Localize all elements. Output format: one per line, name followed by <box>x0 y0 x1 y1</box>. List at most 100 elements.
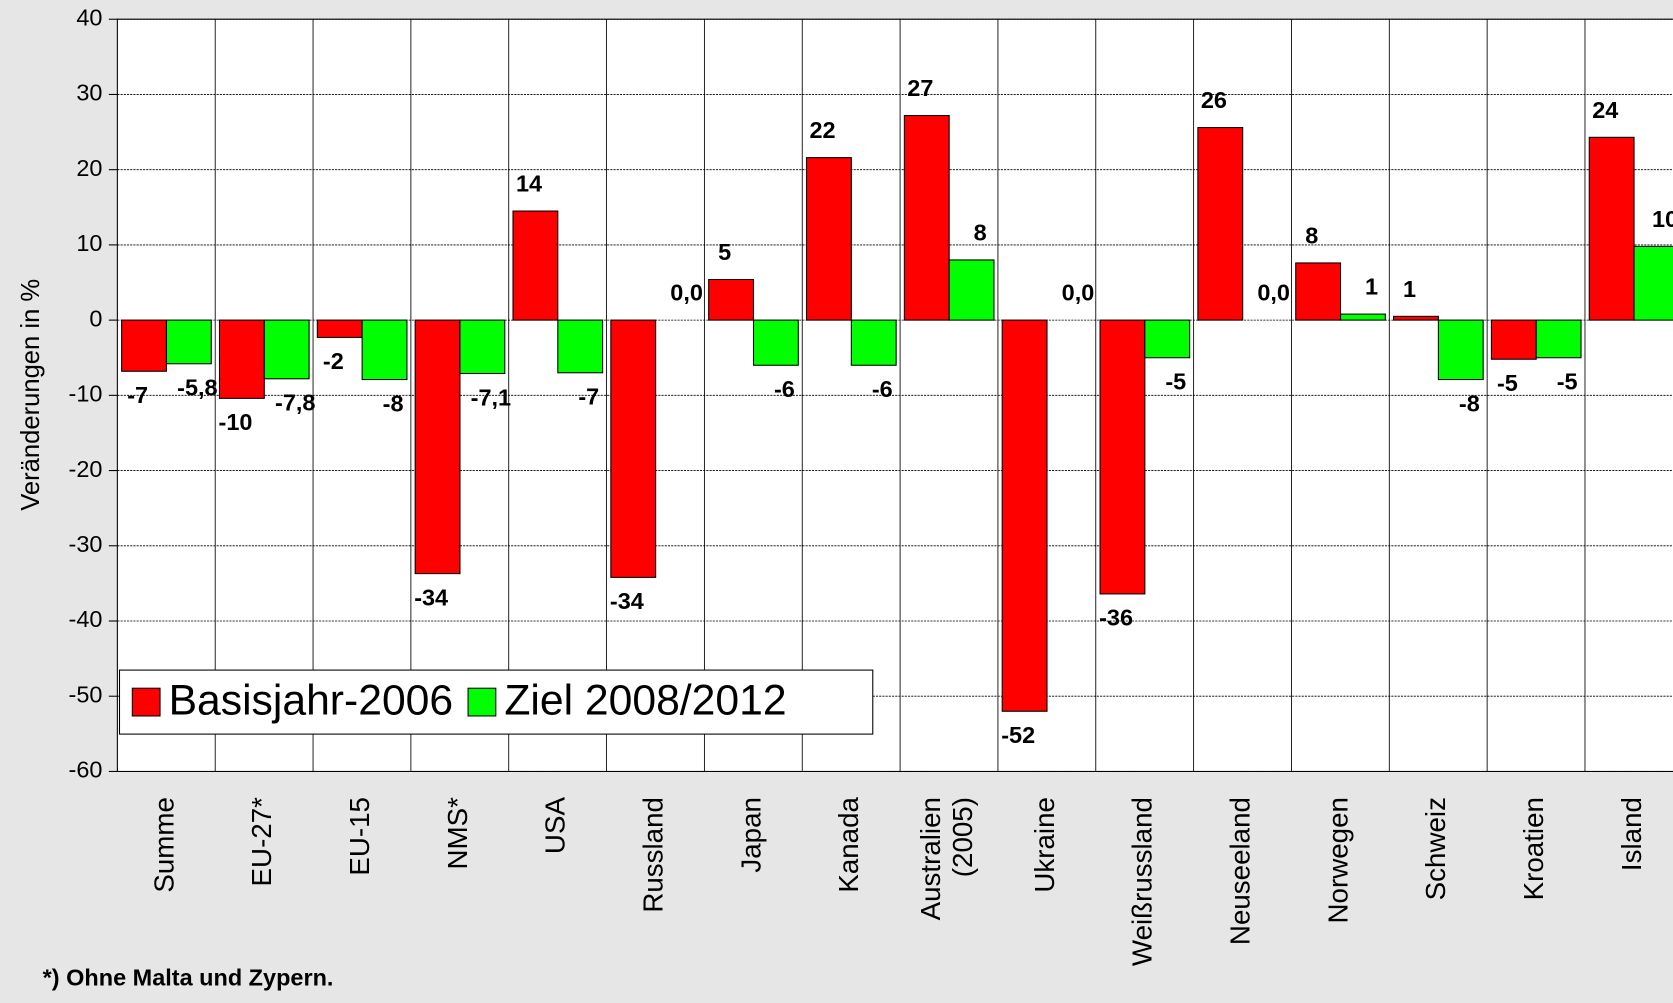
footnote: *) Ohne Malta und Zypern. <box>43 965 334 991</box>
x-tick-label-line: NMS* <box>442 797 473 870</box>
x-tick-label: Neuseeland <box>1225 797 1256 945</box>
y-tick-label: 0 <box>89 305 102 331</box>
data-label: 0,0 <box>1062 280 1095 306</box>
y-tick-label: 10 <box>76 230 102 256</box>
data-label: -6 <box>872 376 893 402</box>
data-label: -7 <box>578 384 599 410</box>
data-label: 1 <box>1403 276 1416 302</box>
y-tick-label: -50 <box>69 681 103 707</box>
bar <box>1633 245 1673 321</box>
data-label: -10 <box>219 409 253 435</box>
data-label: -6 <box>774 376 795 402</box>
legend-swatch <box>131 687 161 717</box>
x-tick-label-line: Japan <box>736 797 767 873</box>
x-tick-label-line: USA <box>540 797 571 855</box>
data-label: -8 <box>1459 390 1480 416</box>
x-tick-label-line: Neuseeland <box>1225 797 1256 945</box>
bar <box>218 319 265 399</box>
x-tick-label-line: EU-27* <box>246 797 277 887</box>
y-tick-label: -20 <box>69 456 103 482</box>
data-label: -36 <box>1099 605 1133 631</box>
y-tick-label: 40 <box>76 4 102 30</box>
x-tick-label: Summe <box>149 797 180 893</box>
bar <box>903 114 950 321</box>
data-label: 27 <box>907 75 933 101</box>
bar <box>512 210 559 321</box>
x-tick-label: Kanada <box>833 796 864 892</box>
legend-label: Ziel 2008/2012 <box>504 676 786 724</box>
bar <box>1588 136 1635 321</box>
bar <box>1393 315 1439 321</box>
data-label: 1 <box>1365 274 1378 300</box>
x-tick-label: Australien(2005) <box>915 797 978 920</box>
data-label: 0,0 <box>670 280 703 306</box>
x-tick-label-line: EU-15 <box>344 797 375 876</box>
data-label: 26 <box>1201 87 1227 113</box>
y-tick-label: 30 <box>76 80 102 106</box>
legend-swatch <box>467 687 497 717</box>
data-label: -7,1 <box>471 384 511 410</box>
bar <box>361 319 408 381</box>
x-tick-label: NMS* <box>442 797 473 870</box>
data-label: -34 <box>610 588 644 614</box>
bar <box>165 319 212 365</box>
bar <box>1535 319 1582 359</box>
data-label: 8 <box>1305 223 1318 249</box>
data-label: 10 <box>1652 206 1673 232</box>
data-label: -8 <box>383 390 404 416</box>
bar <box>1437 319 1484 381</box>
data-label: -7,8 <box>275 390 315 416</box>
x-tick-label-line: (2005) <box>947 797 978 877</box>
x-tick-label-line: Norwegen <box>1323 797 1354 923</box>
x-tick-label-line: Weißrussland <box>1127 797 1158 966</box>
x-tick-label-line: Schweiz <box>1421 797 1452 900</box>
data-label: -7 <box>127 382 148 408</box>
x-tick-label-line: Kroatien <box>1518 797 1549 900</box>
bar <box>1340 313 1386 321</box>
bar <box>1295 262 1342 321</box>
data-label: 14 <box>516 171 542 197</box>
y-tick-label: -40 <box>69 606 103 632</box>
data-label: 22 <box>809 117 835 143</box>
y-tick-label: 20 <box>76 155 102 181</box>
x-tick-label: Norwegen <box>1323 797 1354 923</box>
x-tick-label: USA <box>540 797 571 855</box>
bar <box>610 319 657 578</box>
data-label: 24 <box>1592 97 1618 123</box>
x-tick-label: EU-27* <box>246 797 277 887</box>
data-label: -52 <box>1001 722 1035 748</box>
x-tick-label: Kroatien <box>1518 797 1549 900</box>
data-label: -2 <box>323 348 344 374</box>
x-tick-label: Russland <box>638 797 669 913</box>
x-tick-label: Schweiz <box>1421 797 1452 900</box>
x-tick-label-line: Summe <box>149 797 180 893</box>
y-tick-label: -60 <box>69 757 103 783</box>
x-tick-label: Weißrussland <box>1127 797 1158 966</box>
x-tick-label: Island <box>1616 797 1647 871</box>
x-tick-label: Ukraine <box>1029 797 1060 893</box>
data-label: -34 <box>414 584 448 610</box>
bar <box>850 319 897 366</box>
bar <box>1001 319 1048 712</box>
bar <box>414 319 461 575</box>
x-tick-label-line: Russland <box>638 797 669 913</box>
data-label: 5 <box>718 239 731 265</box>
bar <box>1490 319 1537 360</box>
data-label: -5 <box>1497 370 1518 396</box>
x-tick-label-line: Kanada <box>833 796 864 892</box>
data-label: 0,0 <box>1257 280 1290 306</box>
bar <box>708 278 755 321</box>
data-label: -5 <box>1557 369 1578 395</box>
y-tick-label: -10 <box>69 381 103 407</box>
x-tick-label-line: Australien <box>915 797 946 920</box>
x-tick-label: Japan <box>736 797 767 873</box>
bar <box>316 319 363 338</box>
bar <box>459 319 506 375</box>
data-label: -5 <box>1165 369 1186 395</box>
legend-label: Basisjahr-2006 <box>169 676 454 724</box>
bar <box>805 157 852 321</box>
bar <box>263 319 310 380</box>
bar <box>1144 319 1191 359</box>
